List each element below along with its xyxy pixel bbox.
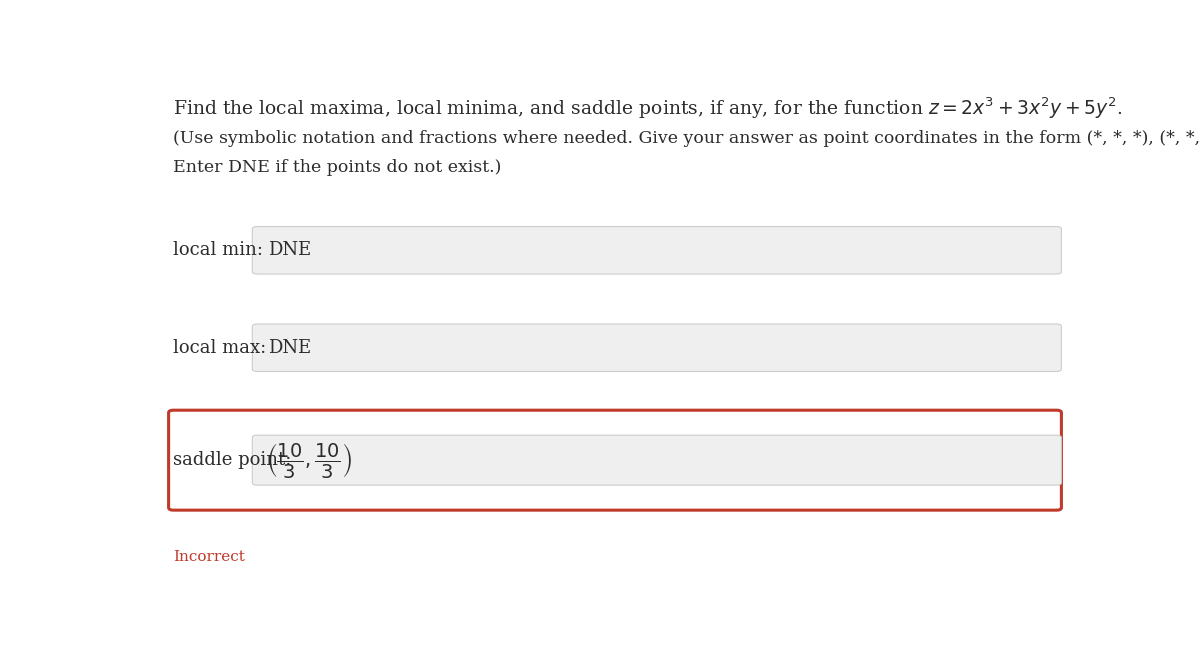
Text: Find the local maxima, local minima, and saddle points, if any, for the function: Find the local maxima, local minima, and… xyxy=(173,95,1123,121)
Text: $\left(\dfrac{10}{3},\dfrac{10}{3}\right)$: $\left(\dfrac{10}{3},\dfrac{10}{3}\right… xyxy=(266,441,353,480)
Text: DNE: DNE xyxy=(268,241,311,260)
FancyBboxPatch shape xyxy=(168,410,1062,510)
Text: local max:: local max: xyxy=(173,339,266,357)
FancyBboxPatch shape xyxy=(252,227,1062,274)
FancyBboxPatch shape xyxy=(252,324,1062,371)
Text: local min:: local min: xyxy=(173,241,263,260)
Text: Enter DNE if the points do not exist.): Enter DNE if the points do not exist.) xyxy=(173,159,502,176)
Text: Incorrect: Incorrect xyxy=(173,550,245,564)
FancyBboxPatch shape xyxy=(252,435,1062,485)
Text: saddle point:: saddle point: xyxy=(173,451,292,469)
Text: (Use symbolic notation and fractions where needed. Give your answer as point coo: (Use symbolic notation and fractions whe… xyxy=(173,130,1200,147)
Text: DNE: DNE xyxy=(268,339,311,357)
